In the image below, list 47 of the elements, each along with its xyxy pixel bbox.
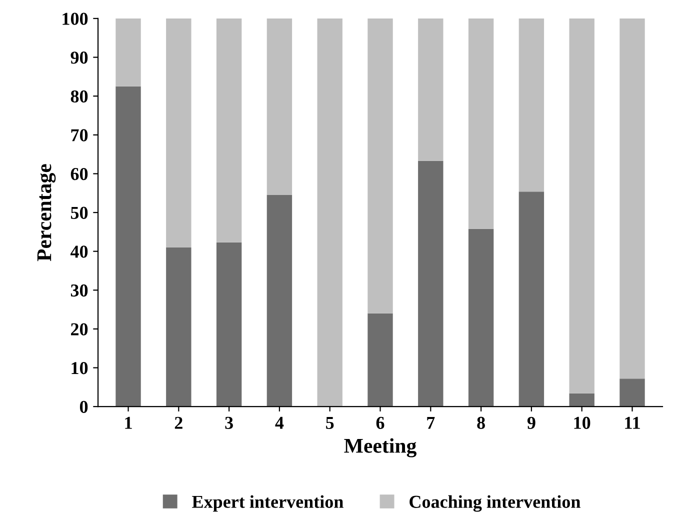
y-tick-label: 50 (70, 206, 88, 219)
bar (216, 18, 242, 242)
bar (518, 18, 544, 192)
y-tick-label: 0 (80, 400, 88, 413)
x-tick-label: 2 (174, 416, 182, 429)
x-tick-label: 6 (376, 416, 384, 429)
x-tick-label: 9 (527, 416, 536, 429)
y-tick-label: 80 (70, 90, 88, 103)
x-tick-label: 1 (125, 416, 132, 429)
legend-label: Coaching intervention (410, 495, 580, 512)
bar (620, 378, 645, 407)
bar (569, 18, 594, 394)
bar (266, 195, 292, 407)
y-tick-label: 20 (71, 323, 88, 336)
x-tick-label: 8 (477, 416, 485, 429)
x-tick-label: 4 (275, 416, 284, 429)
y-tick-label: 70 (71, 129, 88, 142)
bar (620, 18, 645, 379)
y-tick-label: 60 (70, 168, 88, 180)
y-tick-label: 90 (70, 52, 88, 64)
x-tick-label: 11 (625, 416, 640, 429)
bar (418, 160, 444, 407)
y-tick-label: 10 (72, 362, 88, 374)
bar (368, 313, 393, 407)
x-tick-label: 7 (427, 416, 435, 429)
legend-label: Expert intervention (192, 495, 344, 512)
bar (266, 18, 292, 196)
bar (468, 228, 494, 407)
bar (569, 393, 594, 407)
bar (116, 86, 141, 407)
x-tick-label: 3 (225, 416, 233, 429)
bar (518, 192, 544, 407)
bar (368, 18, 393, 314)
bar (468, 18, 494, 229)
bar (166, 18, 192, 248)
bar (418, 18, 444, 161)
x-axis-title: Meeting (344, 438, 416, 458)
y-tick-label: 40 (70, 246, 88, 258)
bar (317, 18, 342, 407)
y-tick-label: 30 (70, 284, 88, 297)
x-tick-label: 5 (326, 416, 334, 429)
bar (216, 242, 242, 407)
y-axis-title: Percentage (37, 164, 56, 262)
x-tick-label: 10 (574, 416, 590, 429)
bar (116, 18, 141, 86)
bar (166, 247, 192, 407)
y-tick-label: 100 (62, 12, 88, 25)
